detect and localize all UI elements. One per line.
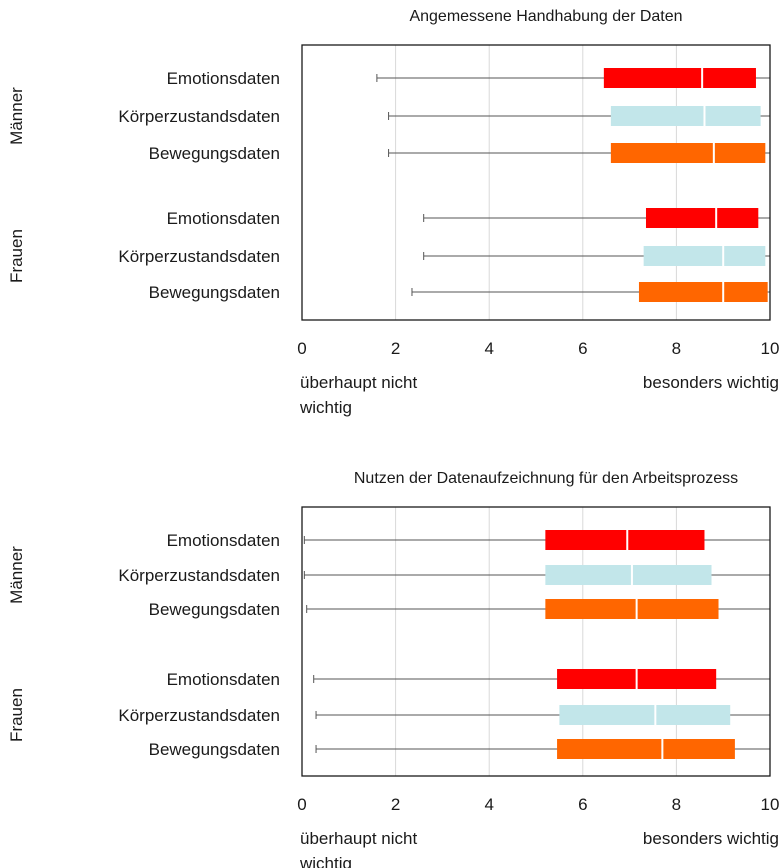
category-label: Bewegungsdaten [149,283,280,302]
category-label: Körperzustandsdaten [118,566,280,585]
tick-label: 10 [761,795,780,814]
box [559,705,731,725]
category-label: Körperzustandsdaten [118,247,280,266]
box [545,599,719,619]
chart-panel-2: Nutzen der Datenaufzeichnung für den Arb… [7,470,779,868]
tick-label: 2 [391,795,400,814]
tick-label: 2 [391,339,400,358]
category-label: Bewegungsdaten [149,600,280,619]
axis-low-label-line2: wichtig [299,398,352,417]
group-label: Frauen [7,688,26,742]
box [645,208,759,228]
box [545,565,712,585]
plot-frame [301,506,771,777]
category-label: Emotionsdaten [167,209,280,228]
tick-label: 10 [761,339,780,358]
box [610,106,761,126]
axis-high-label: besonders wichtig [643,373,779,392]
box [643,246,766,266]
tick-label: 8 [672,795,681,814]
category-label: Emotionsdaten [167,670,280,689]
group-label: Frauen [7,229,26,283]
plot-frame [301,44,771,321]
box [603,68,756,88]
category-label: Emotionsdaten [167,531,280,550]
tick-label: 0 [297,795,306,814]
box [557,739,735,759]
box [545,530,705,550]
tick-label: 8 [672,339,681,358]
axis-low-label-line1: überhaupt nicht [300,373,417,392]
tick-label: 6 [578,795,587,814]
category-label: Bewegungsdaten [149,740,280,759]
box [610,143,766,163]
axis-high-label: besonders wichtig [643,829,779,848]
chart-title: Angemessene Handhabung der Daten [409,8,682,25]
tick-label: 4 [484,339,493,358]
chart-panel-1: Angemessene Handhabung der Daten Emotions… [7,8,779,417]
category-label: Körperzustandsdaten [118,706,280,725]
axis-low-label-line1: überhaupt nicht [300,829,417,848]
tick-label: 4 [484,795,493,814]
group-label: Männer [7,546,26,604]
group-label: Männer [7,87,26,145]
axis-low-label-line2: wichtig [299,854,352,868]
tick-label: 0 [297,339,306,358]
category-label: Bewegungsdaten [149,144,280,163]
category-label: Emotionsdaten [167,69,280,88]
box [638,282,768,302]
tick-label: 6 [578,339,587,358]
category-label: Körperzustandsdaten [118,107,280,126]
chart-title: Nutzen der Datenaufzeichnung für den Arb… [354,470,738,487]
